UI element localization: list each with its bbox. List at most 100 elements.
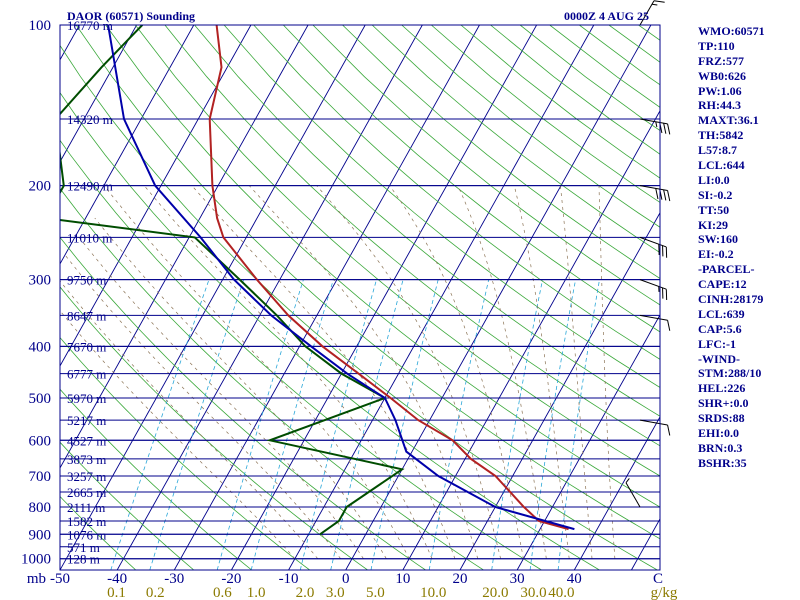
moist-adiabat-line: [560, 185, 593, 559]
height-label: 11010 m: [67, 230, 112, 245]
isotherm-line: [573, 416, 660, 570]
wind-barb-staff: [639, 279, 667, 290]
moist-adiabat-line: [513, 185, 570, 559]
mixing-ratio-unit-label: g/kg: [651, 585, 678, 600]
temperature-tick-label: 30: [510, 571, 525, 587]
isotherm-line: [402, 109, 660, 570]
pressure-unit-label: mb: [27, 571, 46, 587]
height-label: 1076 m: [67, 527, 106, 542]
wind-barb-half-feather: [651, 3, 658, 6]
moist-adiabat-line: [191, 185, 456, 559]
height-label: 12490 m: [67, 179, 113, 194]
temperature-tick-label: -50: [50, 571, 70, 587]
dry-adiabat-line: [60, 44, 658, 570]
height-label: 1582 m: [67, 514, 106, 529]
dry-adiabat-line: [75, 25, 660, 540]
isotherm-line: [459, 211, 660, 570]
index-item: STM:288/10: [698, 366, 762, 381]
pressure-tick-label: 700: [29, 469, 52, 485]
dry-adiabat-line: [105, 25, 660, 508]
wind-barb-staff: [625, 482, 641, 508]
index-item: TP:110: [698, 38, 735, 53]
index-item: MAXT:36.1: [698, 113, 759, 128]
moist-adiabat-line: [78, 237, 364, 559]
height-label: 14320 m: [67, 112, 113, 127]
plot-frame: [59, 24, 661, 571]
pressure-tick-label: 300: [29, 273, 52, 289]
mixing-ratio-label: 5.0: [366, 585, 385, 600]
moist-adiabat-line: [457, 185, 547, 559]
dry-adiabat-line: [60, 441, 195, 570]
dry-adiabat-line: [342, 25, 660, 279]
index-item: -WIND-: [698, 351, 740, 366]
index-item: EI:-0.2: [698, 247, 734, 262]
index-item: BSHR:35: [698, 455, 747, 470]
moist-adiabat-line: [94, 217, 387, 559]
wind-barb-feather: [655, 188, 659, 200]
dry-adiabat-line: [134, 25, 660, 477]
index-item: HEL:226: [698, 381, 746, 396]
index-item: CAP:5.6: [698, 321, 742, 336]
isotherm-line: [60, 25, 252, 367]
index-item: WMO:60571: [698, 24, 765, 38]
height-label: 8647 m: [67, 308, 106, 323]
wind-barb-staff: [639, 236, 667, 248]
index-item: -PARCEL-: [698, 262, 755, 277]
mixing-ratio-line: [428, 279, 490, 570]
dry-adiabat-line: [60, 495, 137, 570]
isotherm-line: [60, 25, 138, 163]
temperature-tick-label: -20: [221, 571, 241, 587]
sounding-time: 0000Z 4 AUG 25: [564, 9, 650, 23]
moist-adiabat-line: [60, 280, 319, 559]
pressure-tick-label: 900: [29, 527, 52, 543]
wind-barb-feather: [663, 123, 667, 134]
wind-barb-staff: [639, 0, 655, 26]
mixing-ratio-label: 10.0: [420, 585, 446, 600]
height-label: 7670 m: [67, 339, 106, 354]
height-label: 3873 m: [67, 452, 106, 467]
index-item: SHR+:0.0: [698, 396, 749, 411]
mixing-ratio-line: [491, 279, 543, 570]
dry-adiabat-line: [194, 25, 660, 417]
dry-adiabat-line: [60, 286, 368, 570]
index-item: LI:0.0: [698, 172, 730, 187]
index-item: LCL:639: [698, 306, 745, 321]
index-item: L57:8.7: [698, 143, 737, 158]
height-label: 9750 m: [67, 273, 106, 288]
mixing-ratio-line: [330, 279, 404, 570]
dry-adiabat-line: [60, 187, 484, 570]
chart-title: DAOR (60571) Sounding: [67, 9, 196, 23]
isotherm-line: [60, 25, 309, 469]
dry-adiabat-line: [60, 236, 426, 570]
isotherm-line: [116, 25, 423, 570]
temperature-line: [208, 25, 569, 531]
dry-adiabat-line: [60, 388, 252, 570]
pressure-tick-label: 400: [29, 339, 52, 355]
index-item: TT:50: [698, 202, 730, 217]
height-label: 3257 m: [67, 469, 106, 484]
indices-panel: WMO:60571 TP:110 FRZ:577 WB0:626 PW:1.06 RH:4…: [698, 24, 765, 471]
dry-adiabat-line: [60, 139, 542, 570]
temperature-tick-label: -30: [164, 571, 184, 587]
isotherm-line: [231, 25, 538, 570]
index-item: TH:5842: [698, 128, 744, 143]
mixing-ratio-line: [149, 279, 245, 570]
pressure-tick-label: 800: [29, 500, 52, 516]
wind-barb-staff: [639, 419, 668, 426]
temperature-tick-label: 40: [567, 571, 582, 587]
pressure-tick-label: 500: [29, 391, 52, 407]
wind-barb-staff: [639, 185, 668, 192]
isotherm-line: [0, 25, 22, 570]
height-label: 128 m: [67, 552, 100, 567]
isotherm-line: [345, 25, 652, 570]
isotherm-line: [516, 313, 660, 570]
wind-barb-feather: [667, 320, 671, 331]
index-item: PW:1.06: [698, 83, 742, 98]
moist-adiabat-line: [144, 185, 433, 559]
temperature-tick-label: -10: [279, 571, 299, 587]
pressure-tick-label: 200: [29, 179, 52, 195]
parcel-line: [107, 25, 575, 531]
pressure-tick-label: 600: [29, 433, 52, 449]
dry-adiabat-line: [371, 25, 660, 254]
